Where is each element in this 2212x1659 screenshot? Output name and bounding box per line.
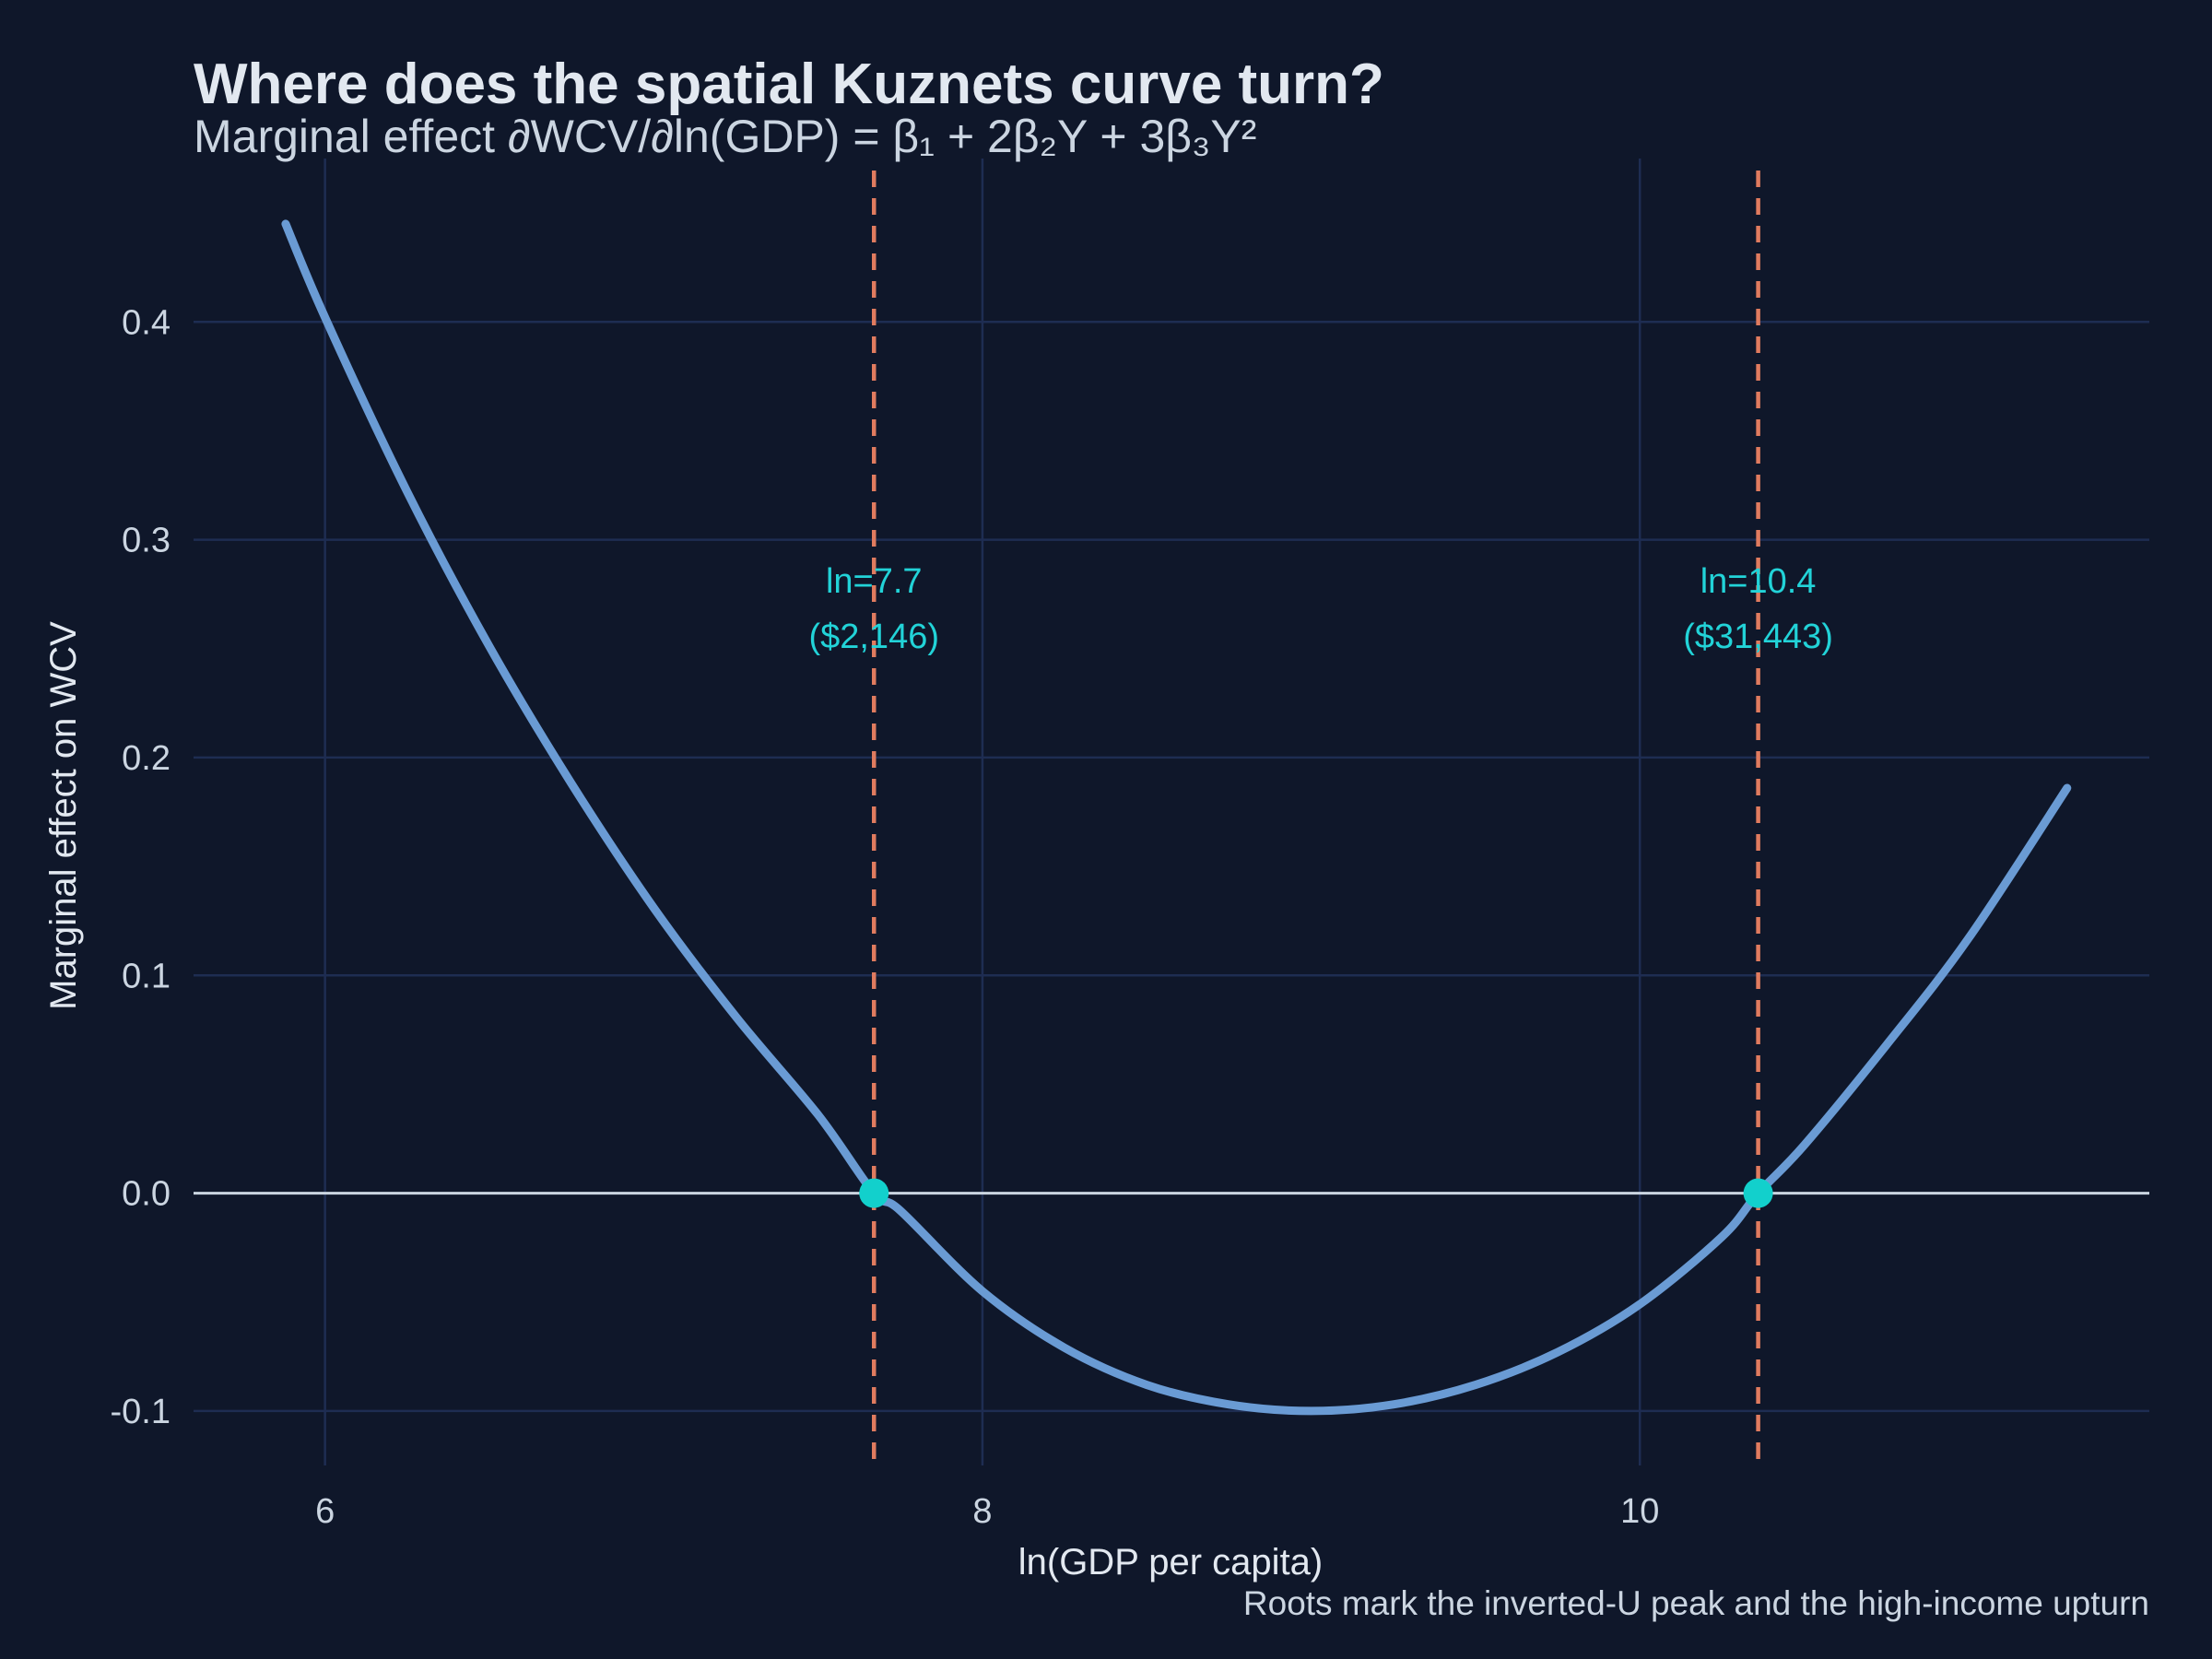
x-axis-label: ln(GDP per capita) bbox=[1018, 1542, 1324, 1583]
root-label-1: ln=10.4 bbox=[1700, 562, 1817, 601]
y-axis-ticks: -0.1 0.0 0.1 0.2 0.3 0.4 bbox=[111, 303, 171, 1431]
root-points bbox=[859, 1178, 1773, 1208]
y-axis-label: Marginal effect on WCV bbox=[43, 621, 84, 1010]
root-dollar-label-1: ($31,443) bbox=[1683, 618, 1833, 656]
chart-caption: Roots mark the inverted-U peak and the h… bbox=[1243, 1584, 2149, 1622]
root-point-1 bbox=[1743, 1178, 1773, 1208]
x-tick-label-0: 6 bbox=[315, 1492, 335, 1531]
y-tick-label-4: 0.3 bbox=[122, 522, 171, 560]
y-tick-label-3: 0.2 bbox=[122, 739, 171, 778]
x-tick-label-2: 10 bbox=[1620, 1492, 1659, 1531]
root-label-0: ln=7.7 bbox=[826, 562, 923, 601]
root-dollar-label-0: ($2,146) bbox=[808, 618, 939, 656]
root-point-0 bbox=[859, 1178, 889, 1208]
x-axis-ticks: 6 8 10 bbox=[315, 1492, 1659, 1531]
y-tick-label-1: 0.0 bbox=[122, 1175, 171, 1214]
chart-title: Where does the spatial Kuznets curve tur… bbox=[194, 53, 1384, 116]
root-lines bbox=[871, 171, 1760, 1465]
x-tick-label-1: 8 bbox=[972, 1492, 992, 1531]
chart-subtitle: Marginal effect ∂WCV/∂ln(GDP) = β₁ + 2β₂… bbox=[194, 111, 1256, 162]
y-tick-label-2: 0.1 bbox=[122, 957, 171, 995]
y-tick-label-0: -0.1 bbox=[111, 1393, 171, 1431]
root-annotations: ln=7.7 ($2,146) ln=10.4 ($31,443) bbox=[808, 562, 1832, 656]
y-tick-label-5: 0.4 bbox=[122, 303, 171, 342]
